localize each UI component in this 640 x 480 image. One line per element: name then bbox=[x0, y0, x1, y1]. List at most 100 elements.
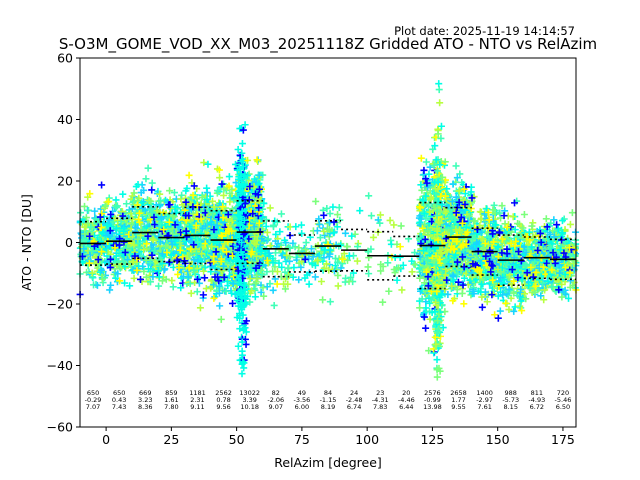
data-point bbox=[218, 180, 226, 188]
data-point bbox=[278, 263, 286, 271]
data-point bbox=[498, 264, 506, 272]
data-point bbox=[165, 201, 173, 209]
data-point bbox=[449, 297, 457, 305]
data-point bbox=[250, 223, 258, 231]
data-point bbox=[147, 197, 155, 205]
data-point bbox=[192, 249, 200, 257]
data-point bbox=[168, 230, 176, 238]
data-point bbox=[128, 258, 136, 266]
data-point bbox=[84, 206, 92, 214]
data-point bbox=[498, 202, 506, 210]
data-point bbox=[160, 226, 168, 234]
data-point bbox=[255, 185, 263, 193]
data-point bbox=[518, 307, 526, 315]
data-point bbox=[455, 198, 463, 206]
data-point bbox=[301, 245, 309, 253]
data-point bbox=[155, 282, 163, 290]
data-point bbox=[226, 198, 234, 206]
data-point bbox=[262, 216, 270, 224]
data-point bbox=[477, 228, 485, 236]
data-point bbox=[528, 222, 536, 230]
data-point bbox=[320, 264, 328, 272]
data-point bbox=[105, 216, 113, 224]
data-point bbox=[281, 285, 289, 293]
data-point bbox=[426, 163, 434, 171]
data-point bbox=[166, 187, 174, 195]
data-point bbox=[566, 220, 574, 228]
data-point bbox=[176, 246, 184, 254]
data-point bbox=[120, 225, 128, 233]
data-point bbox=[210, 258, 218, 266]
data-point bbox=[445, 260, 453, 268]
data-point bbox=[454, 270, 462, 278]
data-point bbox=[209, 239, 217, 247]
data-point bbox=[263, 283, 271, 291]
data-point bbox=[395, 264, 403, 272]
data-point bbox=[488, 261, 496, 269]
data-point bbox=[345, 252, 353, 260]
data-point bbox=[263, 228, 271, 236]
data-point bbox=[216, 302, 224, 310]
data-point bbox=[259, 284, 267, 292]
data-point bbox=[348, 232, 356, 240]
data-point bbox=[290, 264, 298, 272]
data-point bbox=[199, 291, 207, 299]
data-point bbox=[364, 263, 372, 271]
data-point bbox=[494, 253, 502, 261]
data-point bbox=[512, 237, 520, 245]
data-point bbox=[460, 185, 468, 193]
data-point bbox=[204, 246, 212, 254]
data-point bbox=[230, 264, 238, 272]
data-point bbox=[478, 293, 486, 301]
data-point bbox=[460, 300, 468, 308]
data-point bbox=[213, 273, 221, 281]
data-point bbox=[121, 279, 129, 287]
data-point bbox=[507, 239, 515, 247]
data-point bbox=[149, 273, 157, 281]
data-point bbox=[447, 224, 455, 232]
data-point bbox=[186, 280, 194, 288]
data-point bbox=[416, 212, 424, 220]
data-point bbox=[418, 186, 426, 194]
data-point bbox=[326, 210, 334, 218]
data-point bbox=[490, 272, 498, 280]
data-point bbox=[356, 207, 364, 215]
data-point bbox=[343, 242, 351, 250]
data-point bbox=[190, 256, 198, 264]
data-point bbox=[390, 221, 398, 229]
data-point bbox=[416, 274, 424, 282]
chart-title: S-O3M_GOME_VOD_XX_M03_20251118Z Gridded … bbox=[59, 35, 597, 54]
data-point bbox=[488, 291, 496, 299]
data-point bbox=[84, 219, 92, 227]
data-point bbox=[197, 215, 205, 223]
data-point bbox=[111, 265, 119, 273]
data-point bbox=[97, 266, 105, 274]
data-point bbox=[201, 240, 209, 248]
data-point bbox=[376, 219, 384, 227]
data-point bbox=[449, 180, 457, 188]
data-point bbox=[376, 211, 384, 219]
data-point bbox=[341, 229, 349, 237]
data-point bbox=[420, 313, 428, 321]
data-point bbox=[270, 223, 278, 231]
data-point bbox=[508, 266, 516, 274]
data-point bbox=[155, 233, 163, 241]
data-point bbox=[189, 191, 197, 199]
data-point bbox=[455, 187, 463, 195]
data-point bbox=[184, 267, 192, 275]
data-point bbox=[106, 286, 114, 294]
data-point bbox=[88, 269, 96, 277]
data-point bbox=[326, 226, 334, 234]
data-point bbox=[79, 236, 87, 244]
data-point bbox=[253, 156, 261, 164]
data-point bbox=[521, 290, 529, 298]
data-point bbox=[338, 255, 346, 263]
data-point bbox=[142, 256, 150, 264]
data-point bbox=[126, 282, 134, 290]
data-point bbox=[117, 218, 125, 226]
data-point bbox=[190, 241, 198, 249]
data-point bbox=[498, 249, 506, 257]
data-point bbox=[212, 248, 220, 256]
data-point bbox=[156, 219, 164, 227]
data-point bbox=[144, 164, 152, 172]
